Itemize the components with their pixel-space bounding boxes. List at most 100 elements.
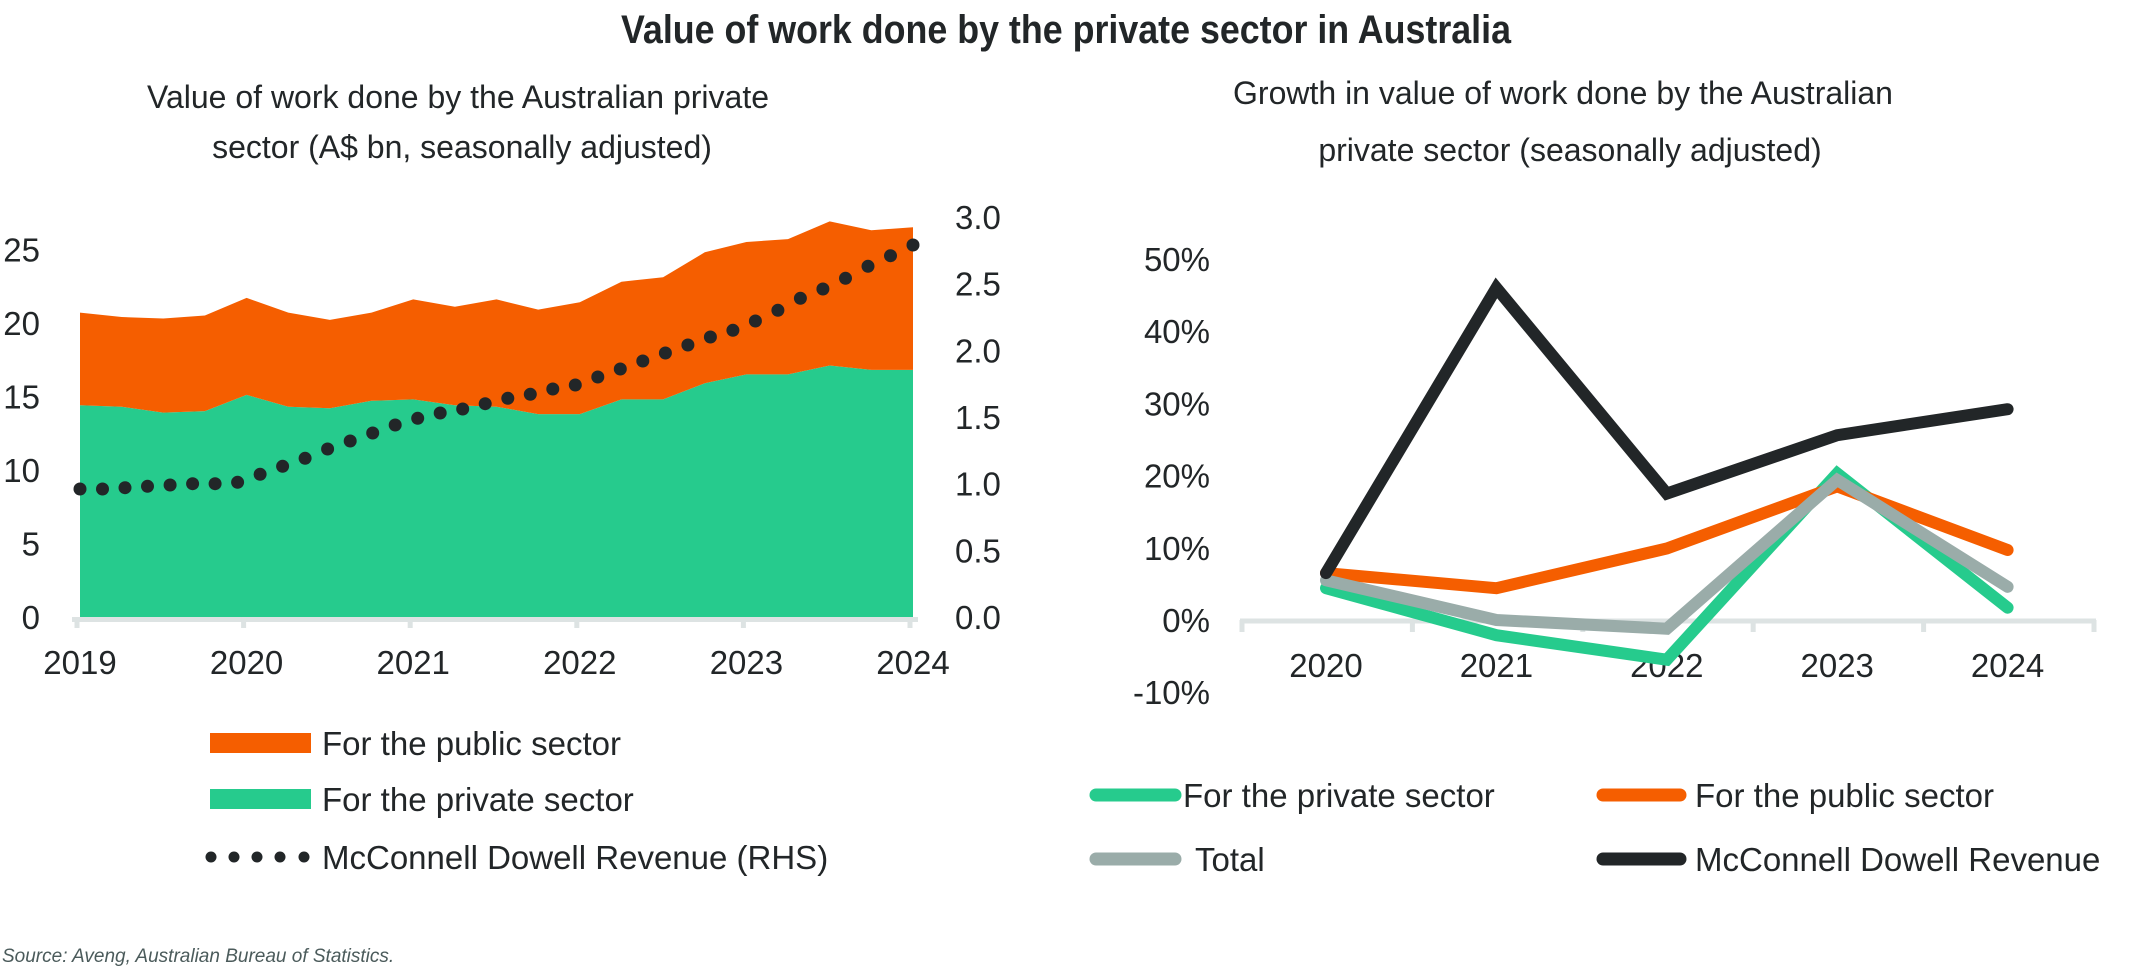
right-y-tick-label: 10% — [1144, 530, 1210, 567]
revenue-dot — [253, 467, 267, 481]
left-axes: 2019 2020 2021 2022 2023 2024 0 5 10 15 20 25 0.0 0.5… — [3, 199, 1001, 681]
revenue-dot — [771, 303, 785, 317]
revenue-dot — [411, 411, 425, 425]
revenue-dot — [73, 482, 87, 496]
left-y-tick-label: 25 — [3, 231, 40, 268]
revenue-dot — [884, 249, 897, 263]
legend-item-private-sector-growth[interactable]: For the private sector — [1089, 777, 1495, 814]
left-y2-tick-label: 2.0 — [955, 332, 1001, 369]
legend-dot — [251, 851, 263, 863]
left-x-tick-label: 2021 — [376, 644, 449, 681]
legend-item-private-sector[interactable]: For the private sector — [210, 781, 634, 818]
area-private-sector — [80, 365, 913, 617]
right-chart: Growth in value of work done by the Aust… — [1089, 75, 2100, 878]
revenue-dot — [546, 382, 560, 396]
legend-item-public-sector[interactable]: For the public sector — [210, 725, 621, 762]
legend-item-total-growth[interactable]: Total — [1089, 841, 1265, 878]
right-legend: For the private sector For the public se… — [1089, 777, 2100, 878]
left-y2-tick-label: 0.5 — [955, 532, 1001, 569]
right-y-tick-label: 0% — [1162, 602, 1210, 639]
legend-item-public-sector-growth[interactable]: For the public sector — [1596, 777, 1994, 814]
left-chart-title-line-1: Value of work done by the Australian pri… — [147, 79, 769, 115]
revenue-dot — [96, 482, 109, 496]
legend-dot — [205, 851, 217, 863]
left-x-tick-label: 2023 — [710, 644, 783, 681]
left-chart: Value of work done by the Australian pri… — [3, 79, 1001, 876]
revenue-dot — [591, 370, 605, 384]
right-chart-title-line-2: private sector (seasonally adjusted) — [1318, 132, 1821, 168]
left-legend: For the public sector For the private se… — [205, 725, 829, 876]
legend-swatch-dotted-line — [205, 851, 310, 863]
legend-dot — [228, 851, 240, 863]
left-x-tick-label: 2022 — [543, 644, 616, 681]
revenue-dot — [636, 354, 650, 368]
left-y-tick-label: 15 — [3, 378, 40, 415]
right-chart-title-line-1: Growth in value of work done by the Aust… — [1233, 75, 1893, 111]
legend-label-total-growth: Total — [1195, 841, 1265, 878]
revenue-dot — [613, 362, 627, 376]
legend-dot — [274, 851, 286, 863]
left-x-tick-label: 2019 — [43, 644, 116, 681]
revenue-dot — [816, 282, 830, 296]
right-y-tick-label: 30% — [1144, 385, 1210, 422]
revenue-dot — [478, 397, 492, 411]
right-plot-area — [1320, 277, 2014, 667]
left-y2-tick-label: 2.5 — [955, 266, 1001, 303]
revenue-dot — [906, 238, 920, 252]
revenue-dot — [703, 330, 717, 344]
legend-swatch-public-sector — [210, 733, 311, 753]
revenue-dot — [501, 391, 515, 405]
right-x-tick-label: 2024 — [1971, 647, 2044, 684]
left-y-tick-label: 5 — [22, 526, 40, 563]
legend-label-private-sector: For the private sector — [322, 781, 634, 818]
revenue-dot — [568, 378, 582, 392]
legend-item-mcconnell-dowell-revenue[interactable]: McConnell Dowell Revenue (RHS) — [205, 839, 829, 876]
left-x-tick-label: 2024 — [876, 644, 949, 681]
right-x-tick-label: 2020 — [1289, 647, 1362, 684]
source-note: Source: Aveng, Australian Bureau of Stat… — [2, 946, 394, 967]
right-y-tick-label: -10% — [1133, 674, 1210, 711]
revenue-dot — [141, 479, 154, 493]
revenue-dot — [748, 314, 762, 328]
legend-dot — [298, 851, 310, 863]
revenue-dot — [118, 481, 132, 495]
revenue-dot — [658, 346, 672, 360]
legend-swatch-private-sector — [210, 789, 311, 809]
revenue-dot — [366, 426, 380, 440]
page-title: Value of work done by the private sector… — [621, 8, 1512, 52]
right-x-tick-label: 2023 — [1800, 647, 1873, 684]
revenue-dot — [793, 291, 807, 305]
revenue-dot — [456, 402, 470, 416]
left-x-tick-label: 2020 — [210, 644, 283, 681]
revenue-dot — [388, 418, 402, 432]
left-y2-tick-label: 0.0 — [955, 599, 1001, 636]
revenue-dot — [321, 442, 335, 456]
revenue-dot — [726, 323, 740, 337]
revenue-dot — [276, 459, 290, 473]
legend-label-mcconnell-dowell-revenue-rhs: McConnell Dowell Revenue (RHS) — [322, 839, 828, 876]
legend-label-mcconnell-dowell-revenue-growth: McConnell Dowell Revenue — [1695, 841, 2100, 878]
revenue-dot — [208, 477, 222, 491]
right-x-tick-label: 2021 — [1460, 647, 1533, 684]
left-y2-tick-label: 1.0 — [955, 466, 1001, 503]
right-axes: 2020 2021 2022 2023 2024-10%0%10%20%30%40%50… — [1133, 241, 2097, 711]
revenue-dot — [163, 478, 177, 492]
legend-label-private-sector-growth: For the private sector — [1183, 777, 1495, 814]
right-y-tick-label: 50% — [1144, 241, 1210, 278]
revenue-dot — [839, 271, 852, 285]
area-public-sector — [80, 221, 913, 415]
left-y2-tick-label: 1.5 — [955, 399, 1001, 436]
legend-item-mcconnell-dowell-revenue-growth[interactable]: McConnell Dowell Revenue — [1596, 841, 2100, 878]
revenue-dot — [523, 387, 537, 401]
legend-label-public-sector-growth: For the public sector — [1695, 777, 1994, 814]
revenue-dot — [343, 434, 357, 448]
right-y-tick-label: 20% — [1144, 458, 1210, 495]
left-plot-area — [73, 221, 920, 617]
series-line-for-the-public-sector — [1320, 480, 2014, 595]
right-y-tick-label: 40% — [1144, 313, 1210, 350]
left-y-tick-label: 20 — [3, 305, 40, 342]
revenue-dot — [861, 259, 875, 273]
legend-label-public-sector: For the public sector — [322, 725, 621, 762]
series-mcconnell-dowell-revenue-rhs — [73, 238, 920, 496]
